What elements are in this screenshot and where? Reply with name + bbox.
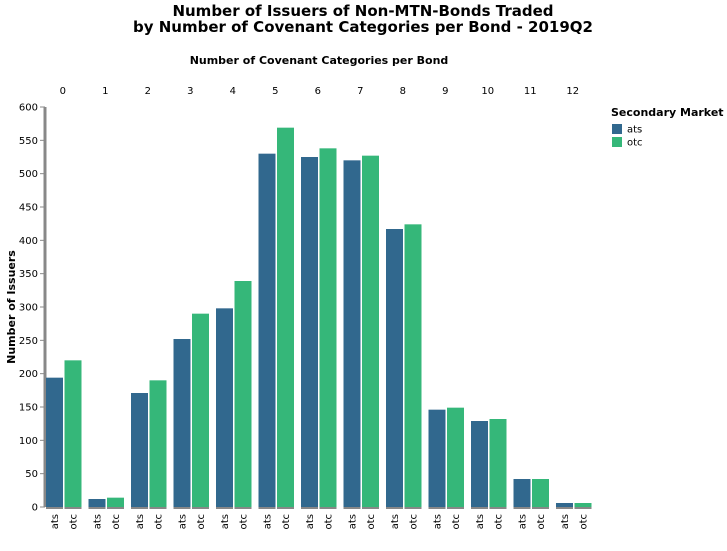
y-tick-label: 600 — [19, 103, 38, 114]
legend-swatch — [612, 137, 622, 147]
bar — [64, 360, 82, 507]
legend-label: otc — [627, 138, 643, 149]
x-tick-label: otc — [196, 514, 207, 530]
y-tick-label: 400 — [19, 236, 38, 247]
x-tick-label: otc — [239, 514, 250, 530]
x-tick-label: otc — [366, 514, 377, 530]
column-header-label: 10 — [481, 86, 494, 97]
legend-title: Secondary Market — [611, 106, 724, 119]
bar — [131, 393, 148, 507]
y-tick-label: 250 — [19, 336, 38, 347]
bar — [362, 155, 379, 507]
bar — [574, 503, 592, 507]
bar — [107, 497, 124, 507]
column-header-label: 2 — [145, 86, 151, 97]
bar — [556, 503, 573, 507]
legend-label: ats — [627, 125, 642, 136]
column-header-label: 3 — [187, 86, 193, 97]
column-header-label: 12 — [566, 86, 579, 97]
bar — [319, 148, 337, 508]
bar — [428, 409, 446, 507]
column-header-label: 11 — [524, 86, 537, 97]
x-tick-label: ats — [560, 514, 571, 529]
x-tick-label: otc — [579, 514, 590, 530]
column-header-label: 8 — [400, 86, 406, 97]
x-tick-label: otc — [281, 514, 292, 530]
x-tick-label: otc — [536, 514, 547, 530]
x-tick-label: otc — [409, 514, 420, 530]
bar — [301, 157, 318, 507]
bar — [386, 229, 403, 507]
bar — [343, 160, 361, 508]
column-header-label: 1 — [102, 86, 108, 97]
x-tick-label: ats — [348, 514, 359, 529]
bar — [532, 479, 549, 507]
y-tick-label: 550 — [19, 136, 38, 147]
bar — [234, 281, 252, 507]
bar — [404, 224, 422, 508]
x-tick-label: otc — [154, 514, 165, 530]
column-header-label: 9 — [442, 86, 448, 97]
bar — [513, 479, 531, 507]
y-tick-label: 100 — [19, 436, 38, 447]
y-tick-label: 350 — [19, 269, 38, 280]
y-tick-label: 200 — [19, 369, 38, 380]
x-tick-label: ats — [518, 514, 529, 529]
plot-area: 0 50 100 150 200 250 300 350 400 450 500 550 600 0 ats… — [19, 86, 592, 530]
bar — [88, 499, 106, 507]
y-tick-label: 50 — [25, 469, 38, 480]
x-tick-label: otc — [324, 514, 335, 530]
bar — [173, 339, 191, 507]
y-tick-label: 450 — [19, 203, 38, 214]
y-tick-label: 500 — [19, 169, 38, 180]
column-header-label: 7 — [357, 86, 363, 97]
x-tick-label: ats — [390, 514, 401, 529]
x-tick-label: ats — [93, 514, 104, 529]
column-header-label: 5 — [272, 86, 278, 97]
chart-title-line-1: Number of Issuers of Non-MTN-Bonds Trade… — [172, 2, 553, 20]
bar — [447, 407, 464, 507]
y-axis-title: Number of Issuers — [5, 250, 18, 364]
bar — [471, 421, 488, 507]
y-tick-label: 300 — [19, 303, 38, 314]
column-header-label: 6 — [315, 86, 321, 97]
x-tick-label: ats — [178, 514, 189, 529]
x-axis-title: Number of Covenant Categories per Bond — [190, 54, 449, 67]
x-tick-label: ats — [50, 514, 61, 529]
x-tick-label: ats — [220, 514, 231, 529]
x-tick-label: otc — [111, 514, 122, 530]
x-tick-label: ats — [135, 514, 146, 529]
bar — [46, 377, 63, 507]
y-tick-label: 150 — [19, 403, 38, 414]
column-header-label: 4 — [230, 86, 236, 97]
x-tick-label: otc — [69, 514, 80, 530]
x-tick-label: otc — [494, 514, 505, 530]
y-tick-label: 0 — [32, 503, 38, 514]
bar — [277, 127, 294, 508]
legend: Secondary Market ats otc — [611, 106, 724, 149]
legend-swatch — [612, 124, 622, 134]
column-header-label: 0 — [60, 86, 66, 97]
x-tick-label: ats — [475, 514, 486, 529]
bar — [149, 380, 167, 507]
x-tick-label: ats — [305, 514, 316, 529]
bar — [216, 308, 233, 507]
x-tick-label: otc — [451, 514, 462, 530]
bar — [192, 313, 209, 507]
bar — [489, 419, 507, 507]
x-tick-label: ats — [263, 514, 274, 529]
x-tick-label: ats — [433, 514, 444, 529]
chart-title-line-2: by Number of Covenant Categories per Bon… — [133, 18, 593, 36]
bar — [258, 153, 276, 507]
